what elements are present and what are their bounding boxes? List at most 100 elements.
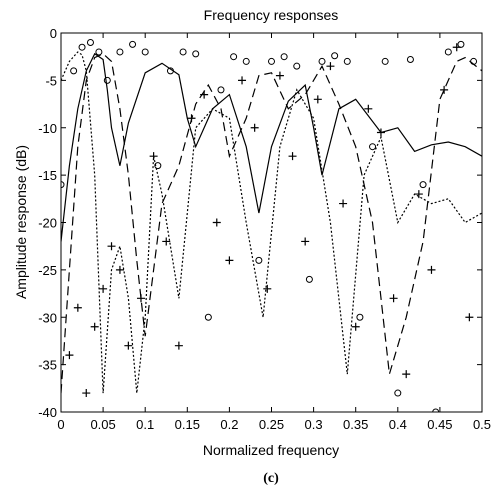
- plus-marker-point: [99, 284, 108, 293]
- plus-marker-point: [212, 218, 221, 227]
- circle-marker-point: [280, 53, 288, 61]
- circle-marker-point: [230, 53, 238, 61]
- circle-marker-point: [444, 48, 452, 56]
- y-tick-label: -30: [38, 310, 57, 325]
- circle-marker-point: [343, 57, 351, 65]
- circle-marker-point: [141, 48, 149, 56]
- y-tick-label: -35: [38, 358, 57, 373]
- y-axis-ticks: 0 -5 -10 -15 -20 -25 -30 -35 -40: [38, 26, 482, 420]
- circle-marker-point: [432, 408, 440, 412]
- circle-marker-point: [406, 56, 414, 64]
- circle-marker-point: [255, 256, 263, 264]
- x-tick-label: 0.2: [220, 417, 238, 432]
- y-tick-label: -25: [38, 263, 57, 278]
- plus-marker-point: [162, 237, 171, 246]
- plus-marker-point: [288, 152, 297, 161]
- plus-marker-point: [465, 313, 474, 322]
- dotted-series-line: [61, 51, 482, 394]
- plus-marker-point: [326, 62, 335, 71]
- plus-marker-point: [414, 190, 423, 199]
- x-tick-label: 0.15: [175, 417, 200, 432]
- x-axis-ticks: 0 0.05 0.1 0.15 0.2 0.25 0.3 0.35 0.4 0.45 0.5: [57, 33, 491, 432]
- series-layer: [61, 38, 482, 412]
- circle-marker-point: [305, 275, 313, 283]
- plus-marker-point: [238, 76, 247, 85]
- circle-marker-point: [61, 181, 65, 189]
- plus-marker-point: [136, 294, 145, 303]
- plus-marker-point: [452, 43, 461, 52]
- y-tick-label: -5: [45, 73, 57, 88]
- plus-marker-point: [115, 265, 124, 274]
- x-tick-label: 0.05: [90, 417, 115, 432]
- x-tick-label: 0.4: [389, 417, 407, 432]
- plus-marker-point: [65, 351, 74, 360]
- y-tick-label: 0: [50, 26, 57, 41]
- circle-marker-point: [293, 62, 301, 70]
- y-tick-label: -40: [38, 405, 57, 420]
- plus-marker-point: [427, 265, 436, 274]
- circle-marker-point: [103, 76, 111, 84]
- plus-marker-point: [124, 341, 133, 350]
- x-tick-label: 0.35: [343, 417, 368, 432]
- plus-marker-point: [301, 237, 310, 246]
- circle-marker-point: [204, 313, 212, 321]
- circle-marker-point: [86, 38, 94, 46]
- plus-marker-point: [225, 256, 234, 265]
- circle-marker-point: [369, 143, 377, 151]
- plus-marker-point: [187, 114, 196, 123]
- plus-marker-point: [313, 95, 322, 104]
- x-tick-label: 0.5: [473, 417, 491, 432]
- plus-marker-point: [275, 71, 284, 80]
- plus-marker-point: [73, 303, 82, 312]
- plus-marker-point: [90, 322, 99, 331]
- circle-marker-point: [166, 67, 174, 75]
- circle-marker-point: [70, 67, 78, 75]
- plus-marker-point: [364, 104, 373, 113]
- circle-marker-point: [419, 181, 427, 189]
- x-tick-label: 0.45: [427, 417, 452, 432]
- circle-marker-point: [179, 48, 187, 56]
- circle-marker-point: [331, 52, 339, 60]
- circle-marker-point: [394, 389, 402, 397]
- circle-marker-point: [470, 57, 478, 65]
- plus-marker-point: [174, 341, 183, 350]
- plus-marker-point: [82, 389, 91, 398]
- plus-marker-point: [200, 90, 209, 99]
- circle-marker-point: [95, 48, 103, 56]
- plus-marker-point: [250, 123, 259, 132]
- plus-marker-point: [389, 294, 398, 303]
- x-tick-label: 0.1: [136, 417, 154, 432]
- circle-marker-point: [318, 57, 326, 65]
- dashed-series-line: [61, 53, 482, 394]
- x-tick-label: 0.25: [259, 417, 284, 432]
- y-tick-label: -10: [38, 121, 57, 136]
- circle-marker-point: [457, 40, 465, 48]
- circle-marker-point: [78, 43, 86, 51]
- plus-marker-point: [339, 199, 348, 208]
- plus-marker-point: [402, 370, 411, 379]
- x-tick-label: 0: [57, 417, 64, 432]
- circle-marker-point: [154, 162, 162, 170]
- solid-series-line: [61, 52, 482, 242]
- plus-marker-point: [376, 128, 385, 137]
- circle-marker-point: [381, 57, 389, 65]
- plot-frame: [60, 32, 483, 413]
- plus-marker-point: [351, 322, 360, 331]
- circle-marker-point: [217, 86, 225, 94]
- y-axis-label: Amplitude response (dB): [13, 145, 29, 299]
- y-tick-label: -20: [38, 216, 57, 231]
- circle-marker-point: [268, 57, 275, 65]
- circle-marker-point: [242, 57, 250, 65]
- plus-marker-point: [440, 85, 449, 94]
- y-tick-label: -15: [38, 168, 57, 183]
- x-tick-label: 0.3: [305, 417, 323, 432]
- plus-marker-point: [149, 152, 158, 161]
- circle-marker-point: [192, 50, 200, 58]
- circle-marker-point: [356, 313, 364, 321]
- circle-marker-point: [129, 40, 137, 48]
- plus-marker-point: [263, 284, 272, 293]
- chart-title: Frequency responses: [204, 7, 339, 23]
- circle-marker-point: [116, 48, 124, 56]
- x-axis-label: Normalized frequency: [203, 442, 339, 458]
